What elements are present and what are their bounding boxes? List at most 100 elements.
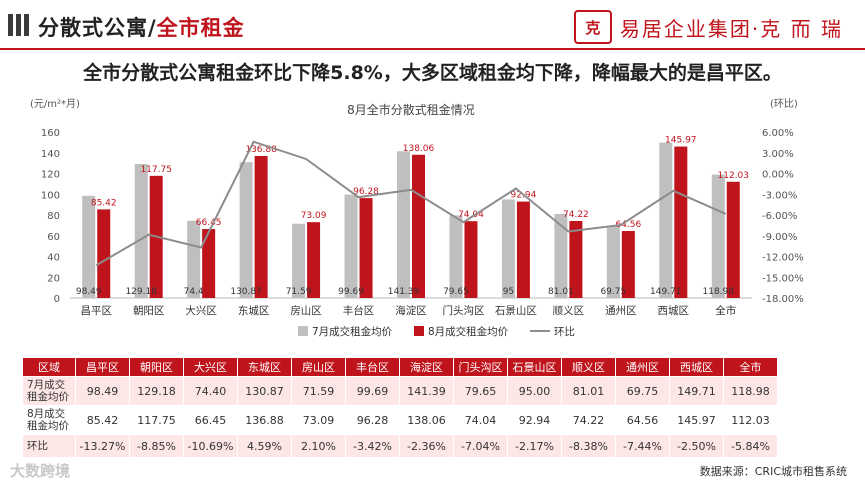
table-cell: -13.27% [75, 434, 130, 458]
mom-change-line [95, 140, 727, 267]
table-cell: -2.17% [507, 434, 562, 458]
table-cell: 69.75 [615, 376, 670, 406]
table-row-label: 环比 [22, 434, 76, 458]
title-decoration [8, 14, 29, 36]
data-label-july: 74.4 [184, 287, 204, 297]
legend-swatch-july [298, 326, 308, 336]
data-label-july: 129.18 [125, 287, 157, 297]
data-label-august: 74.04 [458, 210, 484, 220]
bar-july [501, 199, 515, 298]
table-cell: 64.56 [615, 405, 670, 435]
logo-text: 易居企业集团·克 而 瑞 [619, 16, 843, 41]
table-header-label: 区域 [22, 357, 76, 377]
data-label-july: 71.59 [286, 287, 312, 297]
table-column-header: 通州区 [615, 357, 670, 377]
data-source: 数据来源：CRIC城市租售系统 [699, 465, 847, 478]
data-label-july: 95 [503, 287, 514, 297]
table-cell: 73.09 [291, 405, 346, 435]
table-column-header: 昌平区 [75, 357, 130, 377]
table-cell: -7.04% [453, 434, 508, 458]
x-tick-label: 海淀区 [395, 304, 427, 317]
table-column-header: 门头沟区 [453, 357, 508, 377]
table-cell: 81.01 [561, 376, 616, 406]
table-cell: 96.28 [345, 405, 400, 435]
data-label-august: 117.75 [140, 165, 172, 175]
rent-table: 区域 昌平区 朝阳区 大兴区 东城区 房山区 丰台区 海淀区 门头沟区 石景山区 顺义区 通州区 西城… [22, 357, 778, 458]
table-cell: 118.98 [723, 376, 778, 406]
data-label-july: 141.39 [388, 287, 420, 297]
bar-august [621, 231, 635, 298]
table-cell: -8.38% [561, 434, 616, 458]
data-label-august: 96.28 [353, 187, 379, 197]
bar-july [239, 162, 253, 298]
table-cell: 66.45 [183, 405, 238, 435]
table-cell: 117.75 [129, 405, 184, 435]
logo-mark-icon: 克 [573, 10, 612, 44]
x-tick-label: 房山区 [290, 304, 322, 317]
table-column-header: 房山区 [291, 357, 346, 377]
table-cell: 112.03 [723, 405, 778, 435]
table-cell: 145.97 [669, 405, 724, 435]
table-cell: -3.42% [345, 434, 400, 458]
chart-title: 8月全市分散式租金情况 [347, 102, 475, 117]
page-title: 分散式公寓/全市租金 [38, 12, 245, 42]
table-cell: 130.87 [237, 376, 292, 406]
bar-july [711, 174, 725, 298]
table-cell: 74.40 [183, 376, 238, 406]
table-cell: 2.10% [291, 434, 346, 458]
page-title-accent: 全市租金 [156, 16, 245, 40]
y-left-tick-label: 40 [47, 253, 60, 264]
table-column-header: 朝阳区 [129, 357, 184, 377]
table-cell: 98.49 [75, 376, 130, 406]
data-label-july: 98.49 [76, 287, 102, 297]
table-column-header: 东城区 [237, 357, 292, 377]
table-column-header: 顺义区 [561, 357, 616, 377]
table-column-header: 丰台区 [345, 357, 400, 377]
x-tick-label: 大兴区 [185, 304, 217, 317]
x-tick-label: 东城区 [238, 304, 270, 317]
table-row-label: 7月成交租金均价 [22, 376, 76, 406]
x-tick-label: 昌平区 [80, 305, 112, 317]
y-left-tick-label: 20 [47, 273, 60, 284]
x-tick-label: 全市 [715, 304, 736, 317]
bar-july [659, 142, 673, 298]
y-right-tick-label: -9.00% [762, 232, 797, 243]
x-tick-label: 石景山区 [495, 305, 537, 317]
table-column-header: 海淀区 [399, 357, 454, 377]
rent-chart: 8月全市分散式租金情况 (元/m²*月) (环比) 0 20 40 60 80 100 120 14… [30, 98, 804, 338]
legend-label-july: 7月成交租金均价 [312, 325, 393, 338]
table-cell: -7.44% [615, 434, 670, 458]
bar-august [359, 198, 373, 298]
table-row: 7月成交租金均价 98.49 129.18 74.40 130.87 71.59 99.69… [22, 376, 778, 406]
legend-swatch-august [414, 326, 424, 336]
x-tick-label: 通州区 [605, 305, 637, 317]
table-cell: 74.04 [453, 405, 508, 435]
y-left-tick-label: 140 [41, 149, 60, 160]
data-label-august: 136.88 [245, 145, 277, 155]
table-cell: 71.59 [291, 376, 346, 406]
y-right-tick-label: -18.00% [762, 294, 804, 305]
table-column-header: 石景山区 [507, 357, 562, 377]
table-cell: 74.22 [561, 405, 616, 435]
x-tick-label: 朝阳区 [133, 305, 165, 317]
company-logo: 克 易居企业集团·克 而 瑞 [573, 10, 843, 44]
table-row: 8月成交租金均价 85.42 117.75 66.45 136.88 73.09 96.28… [22, 405, 778, 435]
table-column-header: 全市 [723, 357, 778, 377]
x-tick-label: 西城区 [658, 305, 690, 317]
logo-mark-text: 克 [585, 18, 601, 37]
table-cell: -5.84% [723, 434, 778, 458]
table-cell: 138.06 [399, 405, 454, 435]
data-label-august: 112.03 [718, 171, 750, 181]
y-left-tick-label: 100 [41, 190, 60, 201]
table-cell: -8.85% [129, 434, 184, 458]
data-label-august: 85.42 [91, 198, 117, 208]
header-divider [0, 48, 865, 50]
y-right-tick-label: -15.00% [762, 273, 804, 284]
data-label-july: 99.69 [338, 287, 364, 297]
data-label-july: 79.65 [443, 287, 469, 297]
table-cell: 4.59% [237, 434, 292, 458]
footer-brand: 大数跨境 [10, 462, 71, 480]
y-left-tick-label: 120 [41, 170, 60, 181]
data-label-august: 73.09 [301, 211, 327, 221]
page-title-prefix: 分散式公寓/ [38, 16, 157, 40]
